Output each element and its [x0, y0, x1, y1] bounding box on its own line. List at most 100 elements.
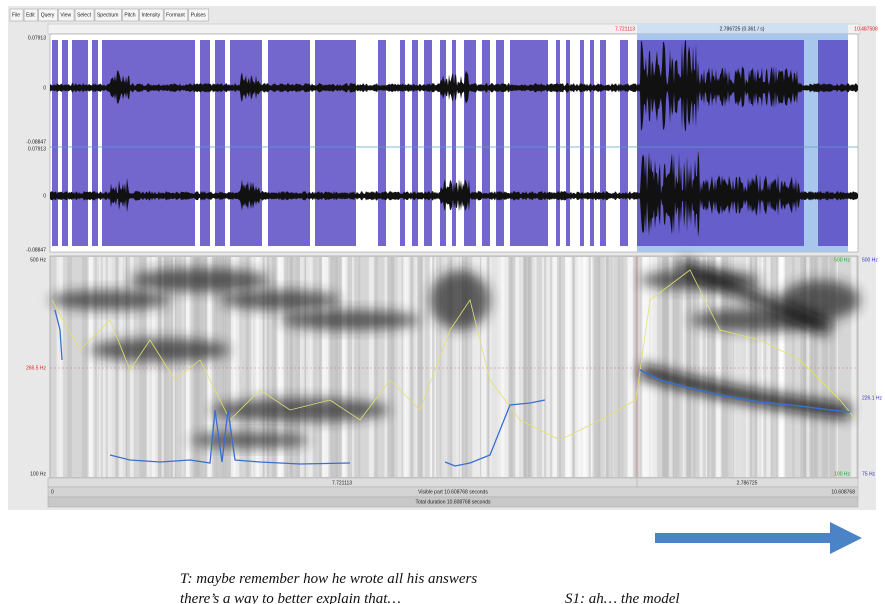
- spectrogram-texture: [332, 257, 338, 477]
- voiced-interval: [510, 40, 548, 246]
- spectrogram-texture: [703, 257, 707, 477]
- menu-item[interactable]: Pitch: [124, 12, 135, 18]
- spectrogram-texture: [430, 257, 432, 477]
- spectrogram-texture: [322, 257, 328, 477]
- formant-band: [50, 290, 170, 310]
- spectrogram-texture: [139, 257, 146, 477]
- voiced-interval: [452, 40, 456, 246]
- voiced-interval: [62, 40, 68, 246]
- spectrogram-texture: [369, 257, 374, 477]
- spectrogram-texture: [60, 257, 63, 477]
- visible-start: 0: [51, 489, 54, 495]
- formant-band: [210, 398, 390, 422]
- spectrogram-texture: [618, 257, 623, 477]
- formant-band: [220, 290, 340, 310]
- voiced-interval: [200, 40, 210, 246]
- spectrogram-texture: [592, 257, 599, 477]
- selection-end: 10.487508: [854, 26, 878, 32]
- frequency-label: 100 Hz: [834, 471, 850, 477]
- voiced-interval: [92, 40, 98, 246]
- frequency-label: 500 Hz: [30, 257, 46, 263]
- spectrogram-texture: [524, 257, 527, 477]
- frequency-label: 500 Hz: [834, 257, 850, 263]
- menu-item[interactable]: View: [60, 12, 71, 18]
- menu-item[interactable]: Pulses: [191, 12, 207, 18]
- formant-band: [280, 310, 420, 330]
- spectrogram-texture: [582, 257, 588, 477]
- formant-band: [90, 338, 230, 362]
- menu-bar: File Edit Query View Select Spectrum Pitch Inte…: [10, 9, 209, 21]
- voiced-interval: [215, 40, 225, 246]
- voiced-interval: [102, 40, 195, 246]
- voiced-interval: [400, 40, 405, 246]
- voiced-interval: [268, 40, 310, 246]
- frequency-label: 100 Hz: [30, 471, 46, 477]
- menu-item[interactable]: File: [12, 12, 20, 18]
- formant-band: [190, 432, 310, 448]
- spectrogram-texture: [339, 257, 342, 477]
- spectrogram-texture: [89, 257, 94, 477]
- voiced-interval: [496, 40, 504, 246]
- frequency-label: 266.5 Hz: [26, 365, 47, 371]
- spectrogram-texture: [622, 257, 627, 477]
- selection-duration: 2.786725 (0.361 / s): [720, 26, 765, 32]
- spectrogram-texture: [387, 257, 394, 477]
- voiced-interval: [230, 40, 262, 246]
- spectrogram-texture: [313, 257, 317, 477]
- spectrogram-texture: [516, 257, 524, 477]
- menu-item[interactable]: Spectrum: [97, 12, 118, 18]
- voiced-interval: [52, 40, 58, 246]
- menu-item[interactable]: Formant: [166, 12, 185, 18]
- voiced-interval: [72, 40, 88, 246]
- spectrogram-texture: [152, 257, 158, 477]
- spectrogram-texture: [511, 257, 514, 477]
- spectrogram-texture: [375, 257, 378, 477]
- visible-label: Visible part 10.608768 seconds: [418, 489, 488, 495]
- spectrogram-texture: [575, 257, 581, 477]
- pitch-label: 500 Hz: [862, 257, 878, 263]
- spectrogram-texture: [542, 257, 544, 477]
- spectrogram-texture: [767, 257, 771, 477]
- formant-band: [430, 270, 490, 330]
- spectrogram-texture: [423, 257, 425, 477]
- spectrogram-texture: [779, 257, 784, 477]
- voiced-interval: [378, 40, 386, 246]
- part-duration: 7.721113: [332, 480, 352, 486]
- voiced-interval: [440, 40, 446, 246]
- pitch-label: 75 Hz: [862, 471, 876, 477]
- menu-item[interactable]: Edit: [26, 12, 35, 18]
- voiced-interval: [424, 40, 432, 246]
- spectrogram-texture: [67, 257, 72, 477]
- voiced-interval: [590, 40, 594, 246]
- amplitude-label: -0.08847: [26, 139, 46, 145]
- spectrogram-texture: [420, 257, 422, 477]
- spectrogram-texture: [771, 257, 779, 477]
- total-label: Total duration 10.608768 seconds: [415, 499, 491, 505]
- voiced-interval: [315, 40, 356, 246]
- voiced-interval: [580, 40, 584, 246]
- menu-item[interactable]: Select: [77, 12, 92, 18]
- selection-start: 7.721113: [615, 26, 635, 32]
- spectrogram-texture: [355, 257, 361, 477]
- spectrogram-texture: [108, 257, 115, 477]
- spectrogram-texture: [147, 257, 152, 477]
- menu-item[interactable]: Intensity: [142, 12, 161, 18]
- voiced-interval: [600, 40, 606, 246]
- amplitude-label: 0: [43, 85, 46, 91]
- spectrogram-texture: [552, 257, 557, 477]
- spectrogram-texture: [500, 257, 504, 477]
- spectrogram-texture: [633, 257, 640, 477]
- spectrogram-texture: [413, 257, 417, 477]
- spectrogram-texture: [565, 257, 569, 477]
- amplitude-label: 0.07913: [28, 146, 46, 152]
- spectrogram-texture: [319, 257, 321, 477]
- spectrogram-texture: [606, 257, 613, 477]
- spectrogram-texture: [559, 257, 561, 477]
- spectrogram-texture: [763, 257, 766, 477]
- menu-item[interactable]: Query: [41, 12, 55, 18]
- spectrogram-texture: [669, 257, 673, 477]
- voiced-interval: [566, 40, 570, 246]
- voiced-interval: [818, 40, 848, 246]
- transcript-line: T: maybe remember how he wrote all his a…: [180, 571, 477, 587]
- spectrogram-texture: [528, 257, 532, 477]
